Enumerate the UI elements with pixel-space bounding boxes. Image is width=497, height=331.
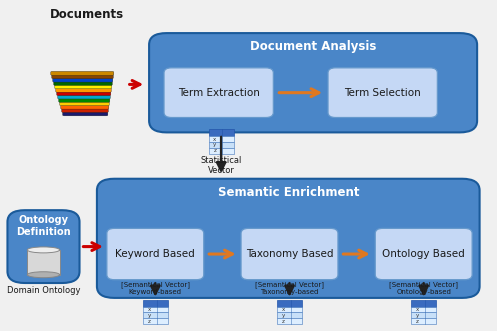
Text: Document Analysis: Document Analysis	[250, 40, 376, 53]
Text: z: z	[148, 319, 151, 324]
Text: y: y	[416, 313, 419, 318]
Text: y: y	[148, 313, 151, 318]
Text: Taxonomy Based: Taxonomy Based	[246, 249, 333, 259]
Text: x: x	[213, 136, 217, 142]
FancyBboxPatch shape	[63, 112, 108, 116]
Bar	[412, 300, 436, 307]
Bar	[27, 250, 60, 275]
FancyBboxPatch shape	[55, 85, 112, 89]
Text: x: x	[416, 307, 419, 312]
Text: Term Extraction: Term Extraction	[178, 88, 259, 98]
Bar	[412, 318, 436, 324]
Text: z: z	[214, 148, 216, 154]
Text: [Semantical Vector]
Taxonomy-based: [Semantical Vector] Taxonomy-based	[255, 281, 324, 295]
FancyBboxPatch shape	[53, 78, 113, 82]
FancyBboxPatch shape	[97, 179, 480, 298]
Text: Domain Ontology: Domain Ontology	[7, 286, 80, 295]
Bar	[143, 300, 167, 307]
FancyBboxPatch shape	[241, 228, 338, 280]
Bar	[277, 318, 302, 324]
FancyBboxPatch shape	[164, 68, 273, 118]
Text: Keyword Based: Keyword Based	[115, 249, 195, 259]
Text: z: z	[282, 319, 285, 324]
FancyBboxPatch shape	[375, 228, 472, 280]
Bar	[412, 312, 436, 318]
Text: Statistical
Vector: Statistical Vector	[200, 156, 242, 175]
Bar	[277, 312, 302, 318]
FancyBboxPatch shape	[62, 109, 108, 113]
FancyBboxPatch shape	[60, 102, 109, 106]
Bar	[277, 300, 302, 307]
Bar	[209, 148, 234, 154]
Bar	[143, 318, 167, 324]
Bar	[143, 312, 167, 318]
FancyBboxPatch shape	[56, 88, 111, 92]
Text: [Semantical Vector]
Keyword-based: [Semantical Vector] Keyword-based	[121, 281, 190, 295]
Bar	[277, 307, 302, 312]
Text: Term Selection: Term Selection	[344, 88, 421, 98]
FancyBboxPatch shape	[51, 71, 114, 75]
FancyBboxPatch shape	[61, 105, 109, 109]
Text: Semantic Enrichment: Semantic Enrichment	[218, 186, 359, 199]
Ellipse shape	[27, 247, 60, 253]
FancyBboxPatch shape	[57, 92, 111, 96]
FancyBboxPatch shape	[52, 75, 113, 79]
Bar	[143, 307, 167, 312]
FancyBboxPatch shape	[58, 95, 110, 99]
FancyBboxPatch shape	[149, 33, 477, 132]
Text: x: x	[148, 307, 151, 312]
Text: x: x	[282, 307, 285, 312]
Bar	[209, 129, 234, 136]
FancyBboxPatch shape	[54, 81, 112, 85]
Bar	[209, 136, 234, 142]
FancyBboxPatch shape	[59, 98, 110, 102]
Text: Ontology Based: Ontology Based	[382, 249, 465, 259]
Text: z: z	[416, 319, 419, 324]
FancyBboxPatch shape	[328, 68, 437, 118]
Text: y: y	[282, 313, 285, 318]
Text: Documents: Documents	[50, 8, 124, 21]
Ellipse shape	[27, 272, 60, 278]
Bar	[412, 307, 436, 312]
Text: y: y	[213, 142, 217, 148]
FancyBboxPatch shape	[7, 210, 80, 283]
Bar	[209, 142, 234, 148]
FancyBboxPatch shape	[107, 228, 204, 280]
Text: [Semantical Vector]
Ontology-based: [Semantical Vector] Ontology-based	[389, 281, 458, 295]
Text: Ontology
Definition: Ontology Definition	[16, 215, 71, 237]
